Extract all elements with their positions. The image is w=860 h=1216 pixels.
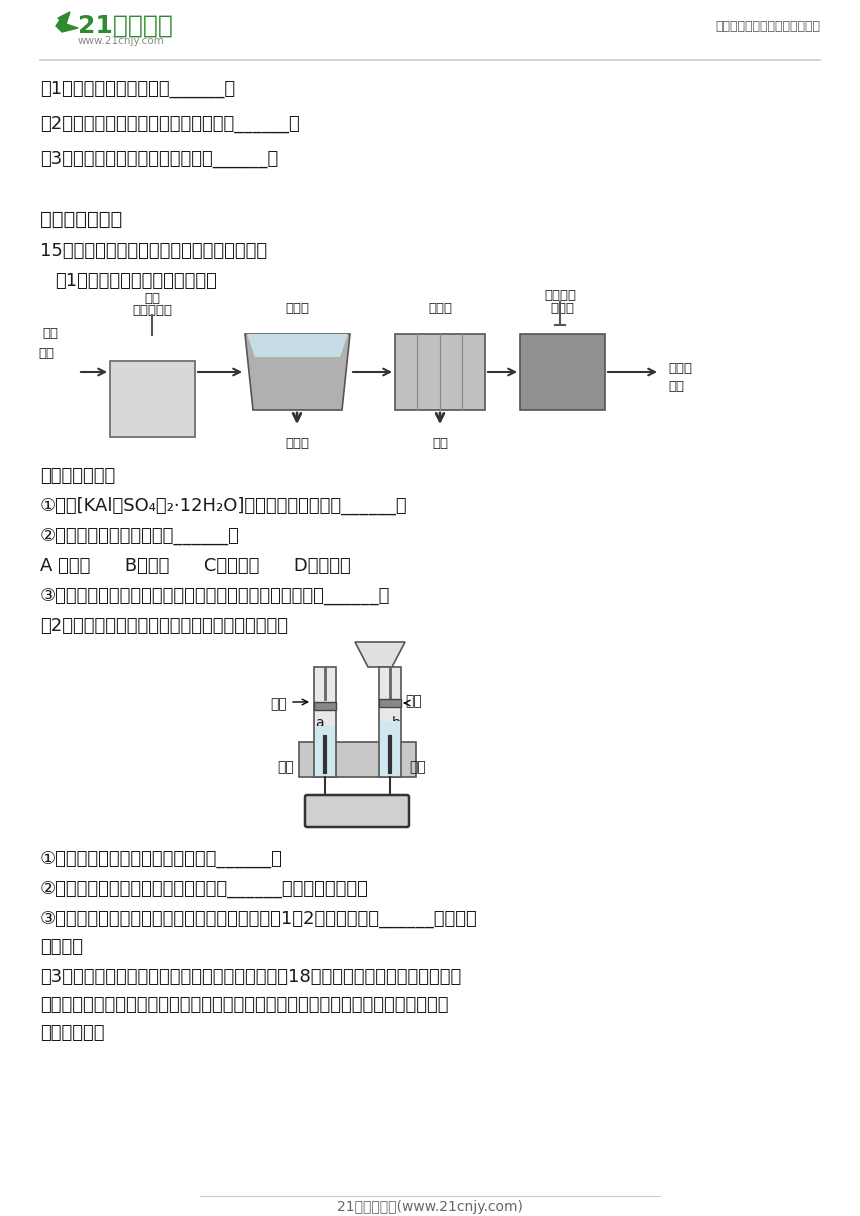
FancyBboxPatch shape [520, 334, 605, 410]
Text: 隔网: 隔网 [42, 327, 58, 340]
FancyBboxPatch shape [305, 795, 409, 827]
Text: 清水池: 清水池 [550, 302, 574, 315]
FancyBboxPatch shape [314, 668, 336, 777]
Polygon shape [245, 334, 350, 410]
Text: 快速搅拌室: 快速搅拌室 [132, 304, 172, 317]
Text: 明矾: 明矾 [144, 292, 160, 305]
Text: 氯气消毒: 氯气消毒 [544, 289, 576, 302]
Text: 做了这样一个实验：让水蒸气通过一根烧红的铁管，生成了一种气体。同学们对这个实: 做了这样一个实验：让水蒸气通过一根烧红的铁管，生成了一种气体。同学们对这个实 [40, 996, 449, 1014]
Text: ①写出如图中发生反应的化学方程式______。: ①写出如图中发生反应的化学方程式______。 [40, 850, 283, 868]
Polygon shape [247, 334, 348, 358]
Text: 中小学教育资源及组卷应用平台: 中小学教育资源及组卷应用平台 [715, 19, 820, 33]
Text: 沉淀物: 沉淀物 [285, 437, 309, 450]
FancyBboxPatch shape [315, 726, 335, 776]
FancyBboxPatch shape [314, 702, 336, 710]
Text: 活塞: 活塞 [270, 697, 286, 711]
Text: 残渣: 残渣 [432, 437, 448, 450]
Text: （1）不同元素的本质区别______。: （1）不同元素的本质区别______。 [40, 80, 235, 98]
Text: A 纯净物      B．单质      C．混合物      D．氧化物: A 纯净物 B．单质 C．混合物 D．氧化物 [40, 557, 351, 575]
Text: 用户: 用户 [668, 379, 684, 393]
FancyBboxPatch shape [379, 668, 401, 777]
FancyBboxPatch shape [380, 721, 400, 776]
Text: ①明矾[KAl（SO₄）₂·12H₂O]中含有的金属元素是______。: ①明矾[KAl（SO₄）₂·12H₂O]中含有的金属元素是______。 [40, 497, 408, 516]
Text: 即可）。: 即可）。 [40, 938, 83, 956]
Text: www.21cnjy.com: www.21cnjy.com [78, 36, 165, 46]
Text: （2）兴趣小组利用如图所示的装置探究水的组成。: （2）兴趣小组利用如图所示的装置探究水的组成。 [40, 617, 288, 635]
Text: 活塞: 活塞 [405, 694, 421, 708]
Text: 滤水池: 滤水池 [428, 302, 452, 315]
FancyBboxPatch shape [110, 361, 195, 437]
Text: 21世纪教育: 21世纪教育 [78, 15, 173, 38]
Text: 五、科学探究题: 五、科学探究题 [40, 210, 122, 229]
FancyBboxPatch shape [395, 334, 485, 410]
Text: 回答下列问题：: 回答下列问题： [40, 467, 115, 485]
Text: 河水: 河水 [38, 347, 54, 360]
Text: （3）硫酸铜溶液不能盛放在铁桶中______。: （3）硫酸铜溶液不能盛放在铁桶中______。 [40, 150, 279, 168]
Polygon shape [56, 12, 78, 32]
Text: 验很感兴趣。: 验很感兴趣。 [40, 1024, 105, 1042]
Text: ②清水池中盛放的清水属于______。: ②清水池中盛放的清水属于______。 [40, 527, 240, 545]
Text: 电极: 电极 [409, 760, 426, 775]
Text: （2）与原子的化学性质关系最密切的是______。: （2）与原子的化学性质关系最密切的是______。 [40, 116, 300, 133]
Polygon shape [355, 642, 405, 668]
Text: 21世纪教育网(www.21cnjy.com): 21世纪教育网(www.21cnjy.com) [337, 1200, 523, 1214]
Text: 电极: 电极 [277, 760, 294, 775]
FancyBboxPatch shape [299, 742, 416, 777]
Text: b: b [392, 716, 401, 730]
FancyBboxPatch shape [379, 699, 401, 706]
Text: （3）某校科学兴趣小组的同学在阅读资料时发现，18世纪末，法国科学家拉瓦锡曾经: （3）某校科学兴趣小组的同学在阅读资料时发现，18世纪末，法国科学家拉瓦锡曾经 [40, 968, 461, 986]
Text: 15．水是生命之源，是人类宝贵的自然资源。: 15．水是生命之源，是人类宝贵的自然资源。 [40, 242, 267, 260]
Text: a: a [315, 716, 323, 730]
Text: （1）自来水生产过程如图所示。: （1）自来水生产过程如图所示。 [55, 272, 217, 289]
Text: ③长期饮用硬水对人体健康不利。区分硬水和软水的试剂是______。: ③长期饮用硬水对人体健康不利。区分硬水和软水的试剂是______。 [40, 587, 390, 606]
Text: 输送给: 输送给 [668, 362, 692, 375]
Text: 澄清池: 澄清池 [285, 302, 309, 315]
Text: ②电解水过程中没有发生改变的微粒是______（填微粒名称）。: ②电解水过程中没有发生改变的微粒是______（填微粒名称）。 [40, 880, 369, 897]
Text: ③电解开始时，正极和负极产生气体的体积比小于1：2，可能原因为______（写一条: ③电解开始时，正极和负极产生气体的体积比小于1：2，可能原因为______（写一… [40, 910, 478, 928]
Text: 电源: 电源 [347, 803, 367, 821]
